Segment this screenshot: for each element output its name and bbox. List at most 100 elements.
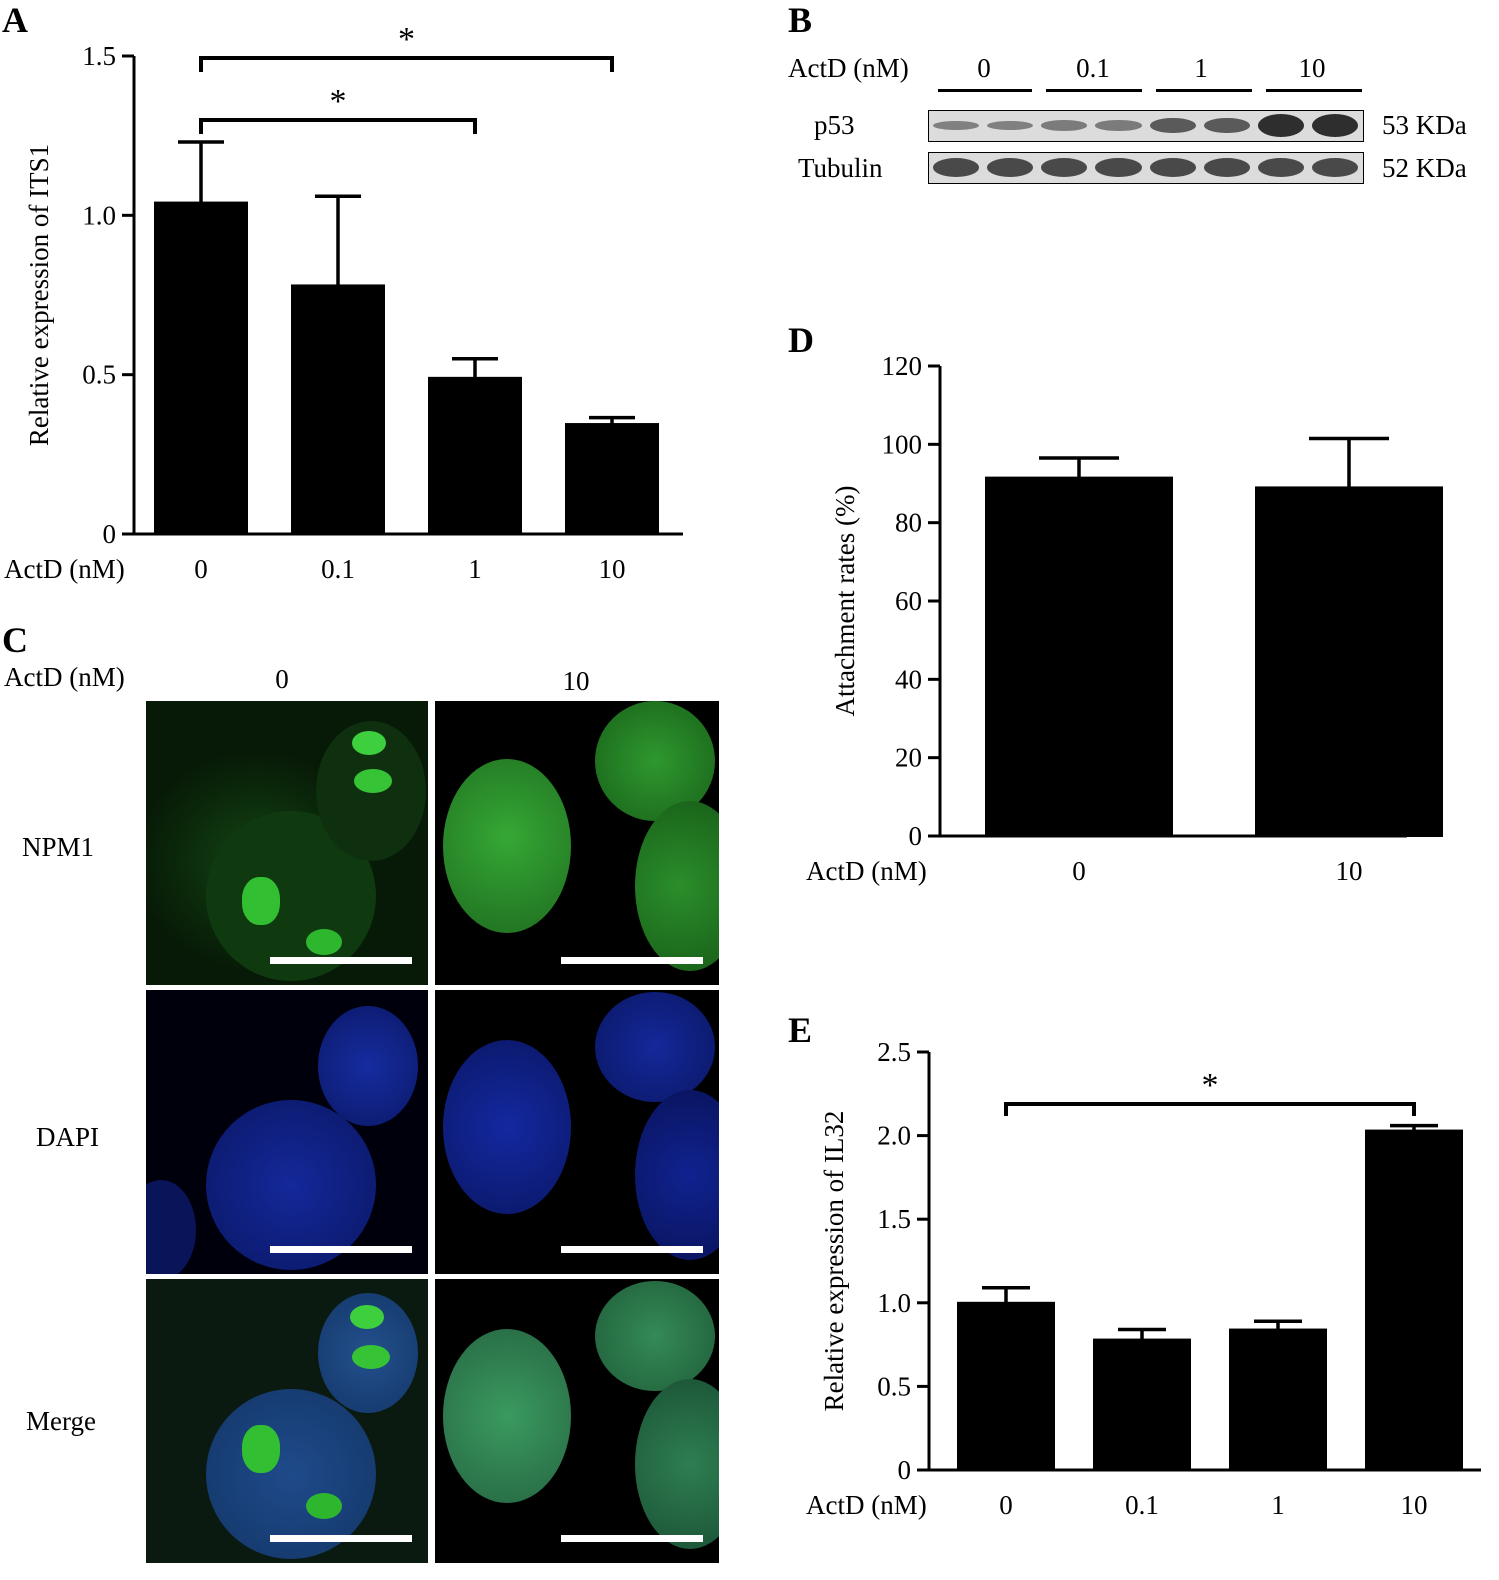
bar — [291, 284, 385, 535]
microscopy-condition-label: 0 — [275, 664, 289, 694]
blot-band — [987, 158, 1034, 177]
panel-letter-a: A — [2, 0, 28, 40]
blot-size-label: 52 KDa — [1382, 153, 1467, 183]
scale-bar — [561, 1246, 703, 1253]
nucleus — [318, 1006, 418, 1126]
significance-marker: * — [398, 21, 415, 58]
significance-bracket — [199, 56, 614, 72]
blot-condition-underline — [1266, 89, 1362, 92]
y-tick-label: 0.5 — [82, 360, 116, 390]
blot-band — [933, 120, 980, 131]
bar — [154, 201, 248, 535]
blot-band — [1203, 117, 1250, 134]
micrograph-merge-control — [146, 1279, 428, 1563]
microscopy-row-label: DAPI — [36, 1122, 100, 1152]
y-axis-label: Relative expression of ITS1 — [24, 144, 54, 446]
bar — [1365, 1129, 1463, 1471]
scale-bar — [561, 1535, 703, 1542]
blot-condition-label: 0.1 — [1076, 53, 1110, 83]
y-tick-label: 0 — [103, 519, 117, 549]
microscopy-row-label: NPM1 — [22, 832, 95, 862]
blot-band — [1311, 158, 1358, 177]
scale-bar — [270, 1246, 412, 1253]
blot-protein-label: p53 — [814, 110, 855, 140]
bar — [985, 476, 1173, 837]
micrograph-merge-actd — [435, 1279, 719, 1563]
nucleolus — [242, 877, 280, 925]
microscopy-treatment-label: ActD (nM) — [4, 662, 125, 692]
y-tick-label: 60 — [895, 586, 922, 616]
blot-band — [1149, 158, 1196, 177]
nucleolus — [352, 731, 386, 755]
nucleolus — [242, 1425, 280, 1473]
blot-band — [987, 120, 1034, 131]
blot-condition-label: 0 — [977, 53, 991, 83]
bar — [1229, 1328, 1327, 1471]
blot-treatment-label: ActD (nM) — [788, 53, 909, 83]
scale-bar — [270, 957, 412, 964]
blot-strip-p53 — [928, 110, 1364, 142]
significance-marker: * — [1202, 1067, 1219, 1104]
y-tick-label: 100 — [882, 429, 923, 459]
nucleolus — [350, 1305, 384, 1329]
y-tick-label: 0 — [898, 1455, 912, 1485]
y-tick-label: 0.5 — [877, 1371, 911, 1401]
y-tick-label: 1.0 — [877, 1288, 911, 1318]
nucleus — [635, 1379, 719, 1549]
blot-condition-label: 10 — [1298, 53, 1326, 83]
y-tick-label: 1.0 — [82, 200, 116, 230]
panel-letter-c: C — [2, 620, 28, 660]
x-axis-label: ActD (nM) — [806, 1490, 927, 1520]
y-tick-label: 40 — [895, 664, 922, 694]
bar — [1093, 1338, 1191, 1472]
nucleus — [595, 992, 715, 1102]
scale-bar — [561, 957, 703, 964]
microscopy-condition-label: 10 — [562, 666, 590, 696]
y-tick-label: 1.5 — [877, 1204, 911, 1234]
blot-band — [1203, 158, 1250, 177]
western-blot-panel: ActD (nM) 0 0.1 1 10 p53 Tubulin 53 KDa … — [788, 0, 1499, 200]
y-tick-label: 2.0 — [877, 1121, 911, 1151]
panel-letter-e: E — [788, 1010, 813, 1050]
micrograph-npm1-control — [146, 701, 428, 985]
nucleus — [443, 759, 571, 933]
y-axis-label: Attachment rates (%) — [830, 486, 860, 717]
micrograph-npm1-actd — [435, 701, 719, 985]
blot-band — [933, 158, 980, 177]
blot-band — [1041, 158, 1088, 177]
nucleus — [206, 1389, 376, 1559]
y-tick-label: 0 — [909, 821, 923, 851]
x-tick-label: 0 — [999, 1490, 1013, 1520]
x-tick-label: 10 — [1401, 1490, 1428, 1520]
blot-band — [1095, 120, 1142, 131]
nucleus — [146, 1180, 196, 1274]
bar — [957, 1301, 1055, 1471]
x-axis-label: ActD (nM) — [806, 856, 927, 886]
significance-bracket — [199, 118, 477, 134]
blot-protein-label: Tubulin — [798, 153, 883, 183]
blot-band — [1311, 113, 1358, 138]
nucleolus — [306, 929, 342, 955]
significance-bracket — [1004, 1102, 1416, 1116]
microscopy-row-label: Merge — [26, 1406, 96, 1436]
blot-band — [1041, 120, 1088, 131]
bar — [1255, 486, 1443, 838]
nucleus — [635, 801, 719, 971]
nucleolus — [354, 769, 392, 793]
x-tick-label: 0 — [194, 554, 208, 584]
blot-condition-label: 1 — [1194, 53, 1208, 83]
x-tick-label: 0.1 — [321, 554, 355, 584]
x-tick-label: 10 — [599, 554, 626, 584]
blot-band — [1149, 117, 1196, 134]
y-tick-label: 2.5 — [877, 1037, 911, 1067]
nucleus — [635, 1090, 719, 1260]
panel-letter-b: B — [788, 0, 813, 40]
y-axis-label: Relative expression of IL32 — [819, 1111, 849, 1412]
bar — [565, 423, 659, 535]
blot-size-label: 53 KDa — [1382, 110, 1467, 140]
blot-band — [1095, 158, 1142, 177]
significance-marker: * — [330, 83, 347, 120]
nucleus — [443, 1329, 571, 1503]
chart-e: 0 0.5 1.0 1.5 2.0 2.5 Relative expression of I… — [806, 1037, 1481, 1520]
